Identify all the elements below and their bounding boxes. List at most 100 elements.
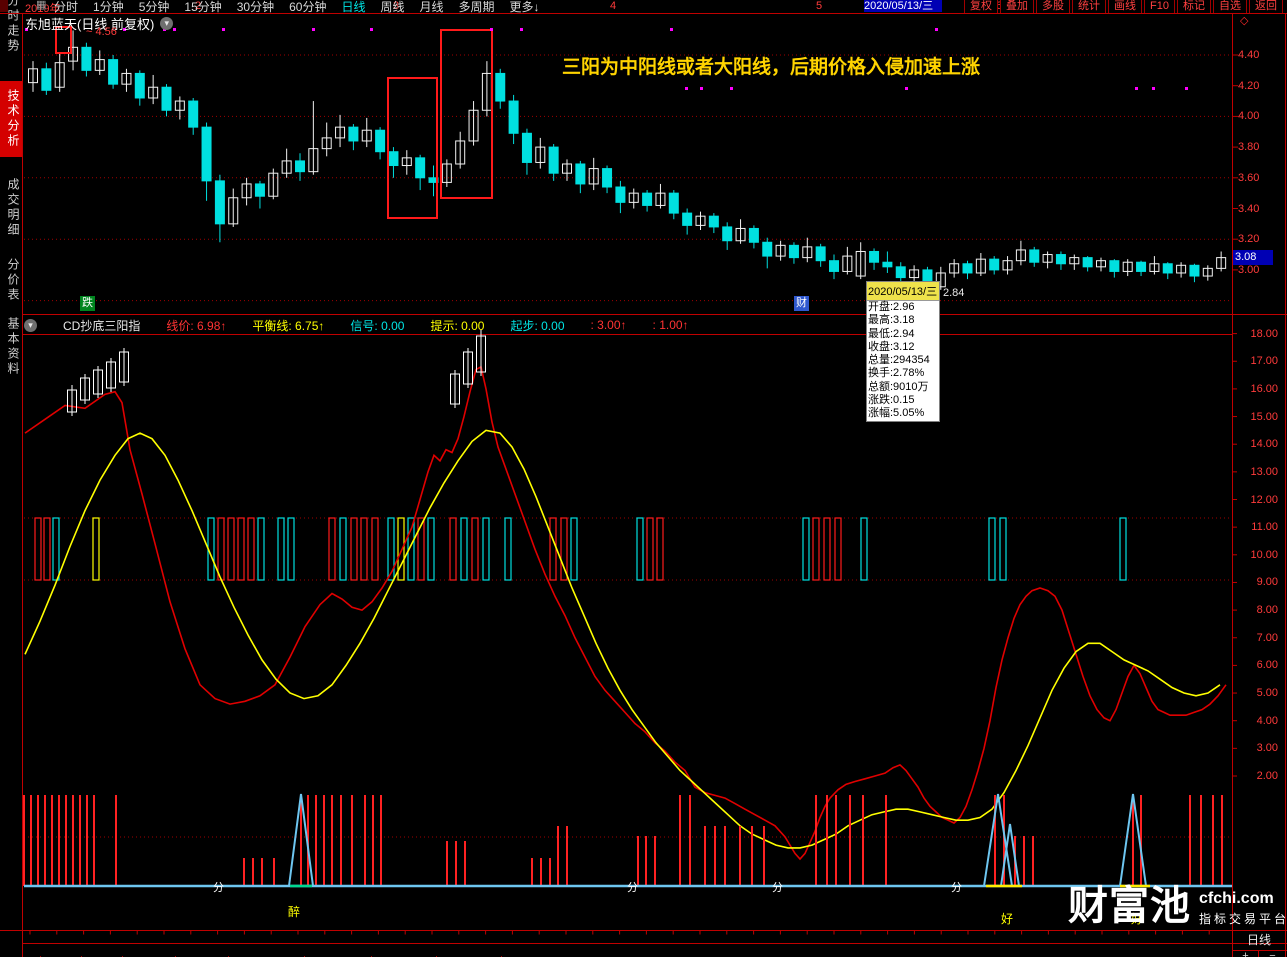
signal-bar [360, 517, 368, 581]
candle-body [495, 72, 506, 102]
price-axis-label: 4.40 [1238, 49, 1260, 61]
candle-body [775, 244, 786, 257]
indicator-value: : 3.00↑ [590, 318, 627, 332]
grid-icon: ▦ [36, 0, 47, 11]
candle-body [682, 212, 693, 226]
price-axis-label: 3.00 [1238, 263, 1260, 276]
candle-body [708, 215, 719, 228]
price-axis-label: 3.20 [1238, 233, 1260, 246]
annotation-box [55, 26, 72, 54]
high-price-label: ~ 4.56 [86, 26, 117, 38]
toolbar-button-自选[interactable]: 自选 [1213, 0, 1247, 13]
signal-bar [339, 517, 347, 581]
candle-body [562, 163, 572, 174]
watermark: 财富池 cfchi.com 指标交易平台 [1068, 886, 1287, 927]
candle-body [989, 258, 1000, 271]
candle-body [1149, 263, 1160, 272]
candle-body [975, 258, 986, 274]
timeline-label-5: 5 [816, 0, 823, 12]
candle-body [1029, 249, 1040, 263]
signal-bar [237, 517, 245, 581]
candle-body [161, 86, 172, 111]
price-axis-label: 3.80 [1238, 141, 1260, 154]
menu-item-1分钟[interactable]: 1分钟 [93, 0, 124, 13]
candle-body [1015, 249, 1026, 262]
candle-body [642, 192, 653, 206]
mini-candle-body [476, 335, 486, 373]
toolbar-button-统计[interactable]: 统计 [1072, 0, 1107, 13]
fen-mark: 分 [213, 882, 224, 894]
candle-body [722, 226, 733, 242]
fen-mark: 分 [772, 882, 783, 894]
toolbar-button-标记[interactable]: 标记 [1177, 0, 1211, 13]
candle-body [1202, 267, 1213, 277]
signal-bar [43, 517, 51, 581]
candle-body [68, 46, 79, 62]
menu-item-周线[interactable]: 周线 [380, 0, 405, 13]
candle-body [201, 126, 212, 182]
sidebar-item-成交明细[interactable]: 成交明细 [6, 178, 20, 238]
sidebar-item-基本资料[interactable]: 基本资料 [6, 317, 20, 377]
candle-body [121, 72, 132, 85]
signal-dot [700, 87, 703, 90]
candle-body [1136, 261, 1147, 272]
mini-candle-body [106, 361, 116, 389]
watermark-domain: cfchi.com [1199, 890, 1274, 907]
signal-dot [685, 87, 688, 90]
chart-title: 东旭蓝天(日线 前复权) ▾ [25, 14, 174, 33]
signal-bar [570, 517, 578, 581]
candle-body [188, 100, 199, 128]
signal-bar [560, 517, 568, 581]
toolbar-button-返回[interactable]: 返回 [1249, 0, 1283, 13]
zoom-in-button[interactable]: + [1242, 951, 1249, 957]
timeline-label-6: 6 [996, 0, 1002, 12]
candle-body [134, 72, 145, 99]
menu-item-更多↓[interactable]: 更多↓ [509, 0, 540, 13]
ohlc-tooltip: 2020/05/13/三 开盘:2.96 最高:3.18 最低:2.94 收盘:3.1… [866, 281, 940, 422]
candle-body [935, 272, 946, 288]
signal-bar [471, 517, 479, 581]
indicator-header: ▾ CD抄底三阳指 线价: 6.98↑ 平衡线: 6.75↑ 信号: 0.00 提示:… [24, 317, 689, 333]
signal-bar [52, 517, 60, 581]
candle-body [174, 100, 185, 111]
indicator-axis-label: 4.00 [1256, 714, 1278, 727]
sidebar-item-分价表[interactable]: 分价表 [6, 257, 20, 303]
mini-candle-body [463, 351, 473, 385]
menu-item-多周期[interactable]: 多周期 [458, 0, 495, 13]
toolbar-button-画线[interactable]: 画线 [1108, 0, 1143, 13]
sidebar-item-技术分析[interactable]: 技术分析 [0, 81, 22, 157]
tooltip-row-开盘: 开盘:2.96 [868, 301, 915, 313]
candle-body [1082, 257, 1093, 268]
toolbar-buttons: 复权 叠加 多股 统计 画线 F10 标记 自选 返回 [964, 0, 1283, 13]
candle-body [1122, 261, 1133, 272]
candle-body [869, 250, 880, 263]
menu-item-分时[interactable]: 分时 [54, 0, 79, 13]
chevron-down-icon[interactable]: ▾ [160, 17, 174, 30]
chevron-down-icon[interactable]: ▾ [24, 318, 37, 332]
menu-item-15分钟[interactable]: 15分钟 [184, 0, 222, 13]
menu-item-30分钟[interactable]: 30分钟 [236, 0, 275, 13]
candle-body [1042, 254, 1053, 263]
zoom-out-button[interactable]: − [1269, 951, 1276, 957]
candle-body [588, 168, 599, 185]
period-indicator: 日线 [1246, 933, 1271, 947]
candle-body [1189, 264, 1200, 277]
toolbar-button-多股[interactable]: 多股 [1036, 0, 1071, 13]
candle-body [1096, 260, 1106, 268]
candle-body [521, 132, 532, 163]
tooltip-row-涨跌: 涨跌:0.15 [868, 394, 915, 407]
toolbar-button-叠加[interactable]: 叠加 [1000, 0, 1035, 13]
menu-item-日线[interactable]: 日线 [341, 0, 366, 13]
menu-item-月线[interactable]: 月线 [419, 0, 444, 13]
toolbar-button-复权[interactable]: 复权 [964, 0, 999, 13]
candle-body [508, 100, 519, 134]
menu-item-5分钟[interactable]: 5分钟 [138, 0, 170, 13]
spike-triangle [1119, 793, 1147, 887]
candle-body [1055, 254, 1066, 265]
toolbar-button-F10[interactable]: F10 [1144, 0, 1175, 13]
candle-body [441, 163, 452, 183]
menu-item-60分钟[interactable]: 60分钟 [289, 0, 327, 13]
candle-body [535, 146, 546, 163]
candle-body [228, 197, 239, 225]
